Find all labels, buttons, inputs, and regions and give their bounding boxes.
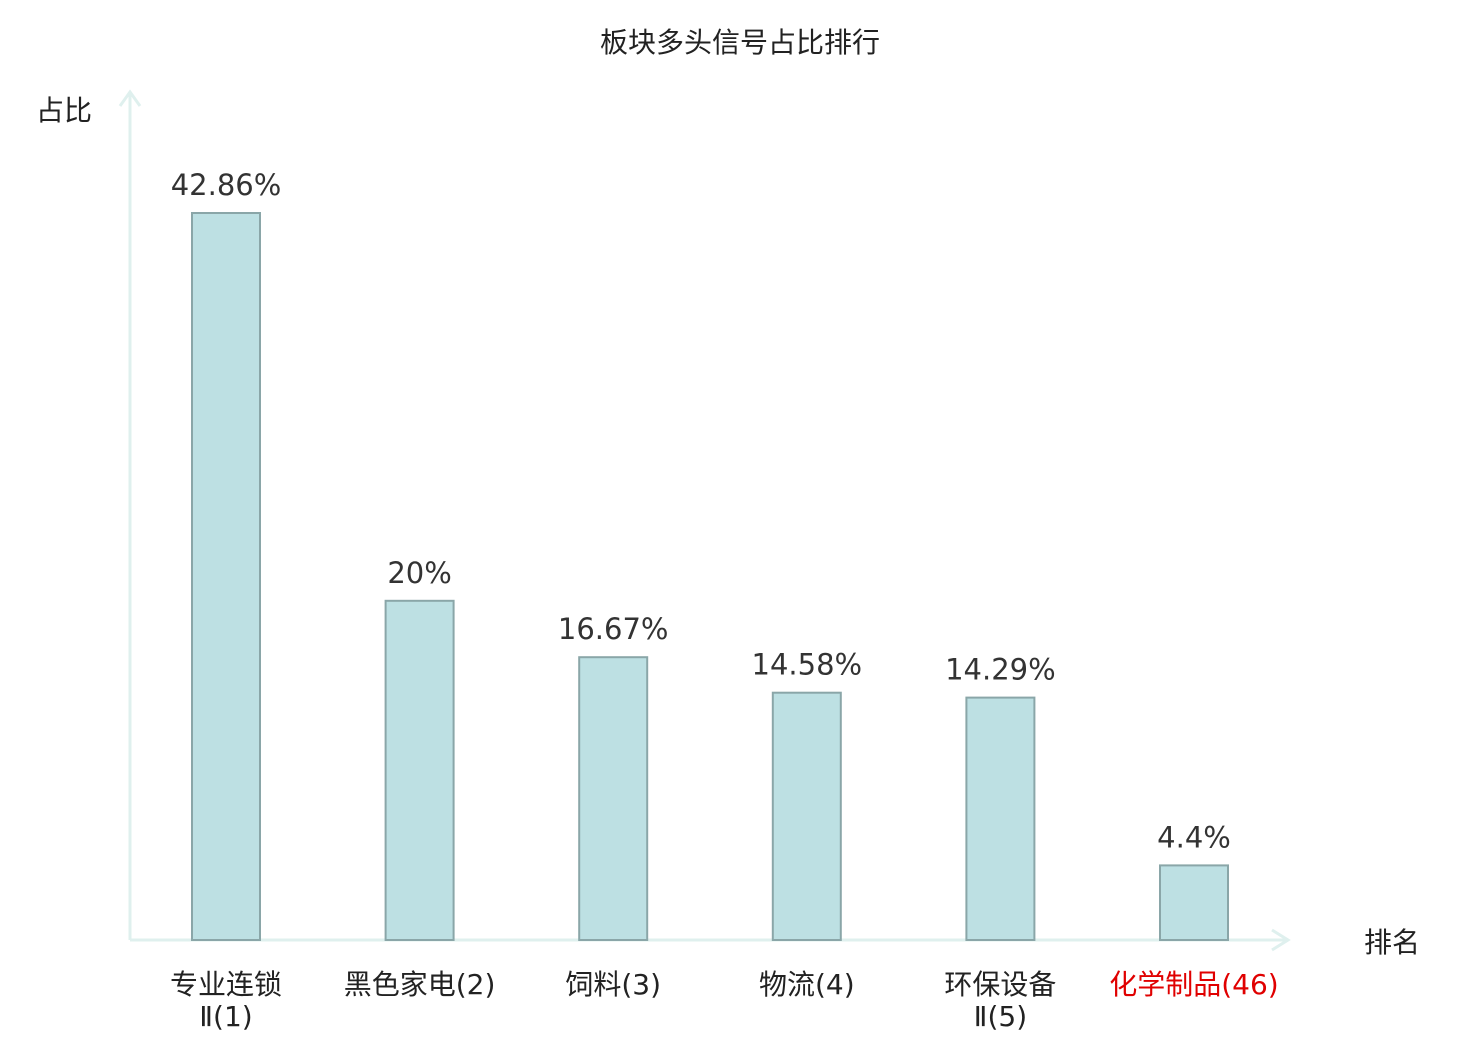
data-label-6: 4.4% <box>1157 820 1231 854</box>
data-labels: 42.86% 20% 16.67% 14.58% 14.29% 4.4% <box>171 168 1231 854</box>
bar-2 <box>384 599 455 941</box>
category-label-3: 饲料(3) <box>565 968 661 1001</box>
x-axis-label: 排名 <box>1364 926 1420 959</box>
data-label-5: 14.29% <box>945 653 1056 687</box>
y-axis <box>118 89 142 940</box>
x-axis <box>130 928 1291 952</box>
bar-5 <box>965 696 1036 941</box>
data-label-4: 14.58% <box>752 648 863 682</box>
category-label-1: 专业连锁 <box>170 968 282 1001</box>
category-label-6: 化学制品(46) <box>1109 968 1278 1001</box>
data-label-1: 42.86% <box>171 168 282 202</box>
bar-6 <box>1159 864 1229 942</box>
data-label-2: 20% <box>387 556 451 590</box>
category-label-2: 黑色家电(2) <box>344 968 496 1001</box>
category-label-5: 环保设备 <box>944 968 1056 1001</box>
category-label-4: 物流(4) <box>759 968 855 1001</box>
data-label-3: 16.67% <box>558 612 669 646</box>
bar-3 <box>578 656 649 941</box>
category-label-1-line-2: Ⅱ(1) <box>199 1000 252 1033</box>
chart-title: 板块多头信号占比排行 <box>600 26 880 59</box>
bar-series <box>191 212 1229 942</box>
bar-1 <box>191 212 261 941</box>
bar-4 <box>771 691 842 942</box>
y-axis-label: 占比 <box>36 94 92 127</box>
category-label-5-line-2: Ⅱ(5) <box>974 1000 1027 1033</box>
